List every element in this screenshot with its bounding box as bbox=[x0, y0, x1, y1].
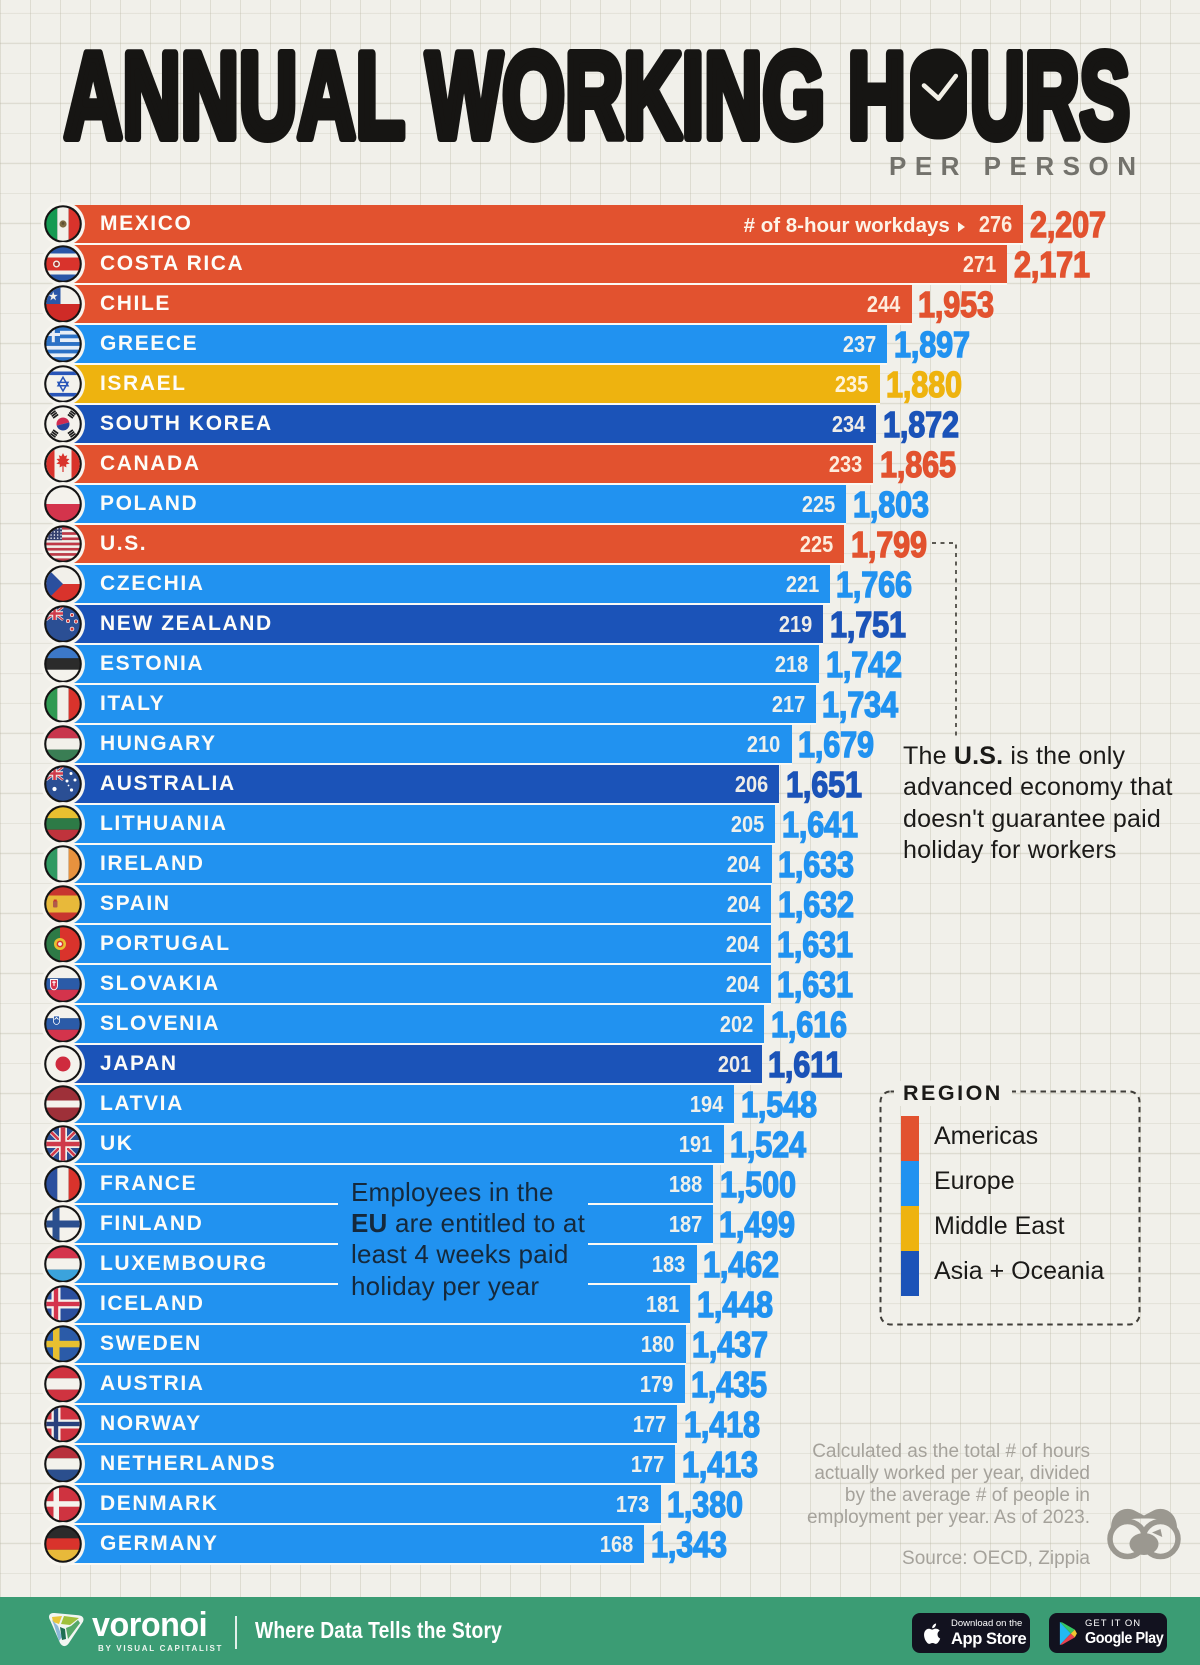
svg-text:URS: URS bbox=[970, 28, 1130, 164]
svg-text:ANNUAL WORKING H: ANNUAL WORKING H bbox=[64, 28, 906, 164]
